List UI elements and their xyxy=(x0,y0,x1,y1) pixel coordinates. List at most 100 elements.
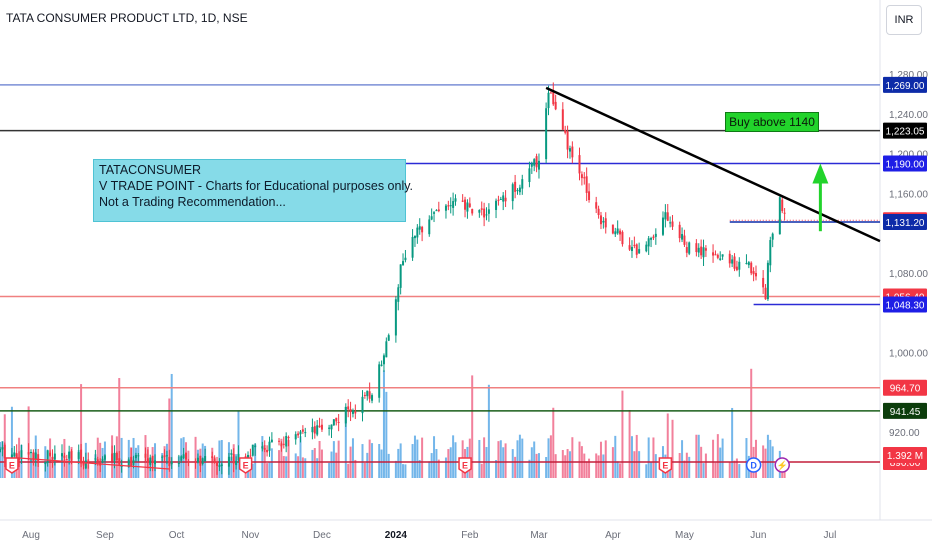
volume-bar xyxy=(194,436,197,478)
volume-bar xyxy=(571,437,574,478)
volume-bar xyxy=(585,461,588,478)
candle-body xyxy=(101,458,104,463)
candle-body xyxy=(516,190,519,192)
candle-body xyxy=(762,277,765,288)
level-price-tag: 890.00 xyxy=(890,458,921,469)
candle-body xyxy=(518,187,521,193)
volume-bar xyxy=(27,406,30,478)
educational-note[interactable]: TATACONSUMER V TRADE POINT - Charts for … xyxy=(93,159,414,222)
time-tick-label: Jul xyxy=(824,530,837,541)
candle-body xyxy=(588,191,591,201)
volume-bar xyxy=(287,439,290,478)
volume-bar xyxy=(196,449,199,478)
candle-body xyxy=(13,452,16,457)
candle-body xyxy=(781,199,784,212)
volume-tag-bg xyxy=(883,447,927,463)
candle-body xyxy=(402,261,405,266)
candle-body xyxy=(704,248,707,251)
volume-bar xyxy=(697,434,700,478)
time-tick-label: Jun xyxy=(750,530,766,541)
candle-body xyxy=(161,456,164,458)
volume-bar xyxy=(764,448,767,478)
volume-bar xyxy=(695,434,698,478)
candle-body xyxy=(87,459,90,461)
candle-body xyxy=(111,453,114,462)
candle-body xyxy=(599,215,602,225)
candle-body xyxy=(254,445,257,448)
candle-body xyxy=(185,452,188,460)
volume-bar xyxy=(428,461,431,478)
candle-body xyxy=(504,197,507,202)
volume-bar xyxy=(134,447,137,478)
volume-bar xyxy=(170,373,173,478)
volume-bar xyxy=(332,441,335,478)
volume-bar xyxy=(385,391,388,478)
candle-body xyxy=(478,209,481,213)
volume-bar xyxy=(635,434,638,478)
volume-bar xyxy=(731,407,734,478)
level-price-tag-bg xyxy=(883,214,927,231)
level-price-tag: 964.70 xyxy=(890,384,921,395)
candle-body xyxy=(77,452,80,459)
candle-body xyxy=(299,431,302,435)
candle-body xyxy=(163,455,166,458)
candle-body xyxy=(650,237,653,240)
volume-bar xyxy=(230,456,233,478)
candle-body xyxy=(685,247,688,253)
time-tick-label: Feb xyxy=(461,530,479,541)
volume-bar xyxy=(750,368,753,478)
volume-bar xyxy=(382,370,385,478)
volume-bar xyxy=(444,457,447,478)
volume-bar xyxy=(547,438,550,478)
candle-body xyxy=(752,271,755,275)
volume-bar xyxy=(161,453,164,478)
volume-bar xyxy=(702,463,705,478)
candle-body xyxy=(165,455,168,457)
buy-above-label[interactable]: Buy above 1140 xyxy=(725,112,819,132)
volume-bar xyxy=(521,438,524,478)
candle-body xyxy=(430,216,433,220)
candle-body xyxy=(564,129,567,133)
volume-bar xyxy=(654,454,657,478)
volume-bar xyxy=(633,451,636,478)
candle-body xyxy=(416,227,419,238)
volume-bar xyxy=(330,451,333,478)
candle-body xyxy=(614,231,617,235)
volume-bar xyxy=(282,456,285,478)
candle-body xyxy=(320,424,323,430)
candle-body xyxy=(361,396,364,414)
candle-body xyxy=(385,341,388,358)
candle-body xyxy=(537,160,540,170)
candle-body xyxy=(487,209,490,214)
candle-body xyxy=(282,443,285,445)
time-tick-label: 2024 xyxy=(385,530,408,541)
volume-bar xyxy=(0,441,1,478)
candle-body xyxy=(530,163,533,167)
candle-body xyxy=(285,435,288,447)
candle-body xyxy=(204,456,207,462)
volume-bar xyxy=(337,440,340,478)
volume-bar xyxy=(628,409,631,478)
candle-body xyxy=(712,252,715,256)
candle-body xyxy=(499,198,502,200)
note-line-2: V TRADE POINT - Charts for Educational p… xyxy=(99,179,414,193)
candle-body xyxy=(602,220,605,223)
volume-bar xyxy=(766,434,769,478)
currency-button[interactable]: INR xyxy=(886,5,922,35)
earnings-event-label: E xyxy=(9,461,15,471)
candle-body xyxy=(461,200,464,202)
price-tick-label: 1,280.00 xyxy=(889,70,928,81)
candle-body xyxy=(497,199,500,201)
candle-body xyxy=(170,461,173,465)
volume-bar xyxy=(454,442,457,478)
candle-body xyxy=(697,247,700,253)
earnings-event-label: E xyxy=(243,461,249,471)
candle-body xyxy=(34,452,37,460)
candle-body xyxy=(130,456,133,466)
candle-body xyxy=(70,450,73,461)
candle-body xyxy=(366,390,369,397)
volume-bar xyxy=(545,457,548,478)
candle-body xyxy=(638,249,641,254)
time-tick-label: Nov xyxy=(242,530,260,541)
